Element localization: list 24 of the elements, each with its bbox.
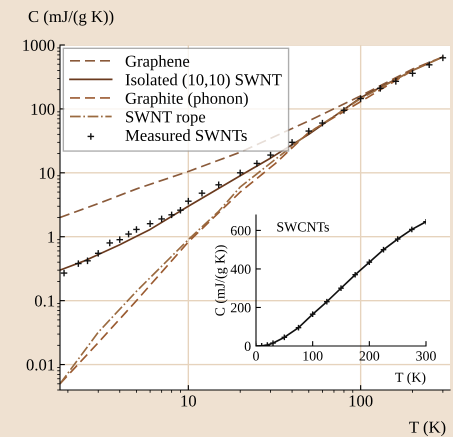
legend-label: Graphene xyxy=(126,55,190,70)
legend-label: Isolated (10,10) SWNT xyxy=(126,74,282,89)
y-tick-label: 10 xyxy=(40,168,55,179)
y-tick-label: 200 xyxy=(230,303,251,312)
y-axis-title: C (mJ/(g K)) xyxy=(28,10,114,26)
x-tick-label: 100 xyxy=(303,351,323,361)
x-axis-title: T (K) xyxy=(395,372,426,385)
y-tick-label: 0.01 xyxy=(26,359,54,371)
y-tick-label: 1 xyxy=(48,232,54,243)
x-tick-label: 0 xyxy=(253,351,259,361)
legend-label: SWNT rope xyxy=(126,111,206,126)
legend-label: Graphite (phonon) xyxy=(126,92,248,108)
legend-label: Measured SWNTs xyxy=(125,129,247,142)
x-tick-label: 200 xyxy=(360,351,380,361)
x-tick-label: 300 xyxy=(416,351,436,361)
y-axis-title: C (mJ/(g K)) xyxy=(214,245,228,316)
y-tick-label: 400 xyxy=(230,264,251,274)
y-tick-label: 0 xyxy=(244,342,251,351)
y-tick-label: 100 xyxy=(32,104,55,115)
y-tick-label: 600 xyxy=(230,226,251,236)
annotation: SWCNTs xyxy=(277,222,329,232)
x-axis-title: T (K) xyxy=(409,421,446,436)
y-tick-label: 0.1 xyxy=(34,295,54,307)
y-tick-label: 1000 xyxy=(23,40,55,51)
